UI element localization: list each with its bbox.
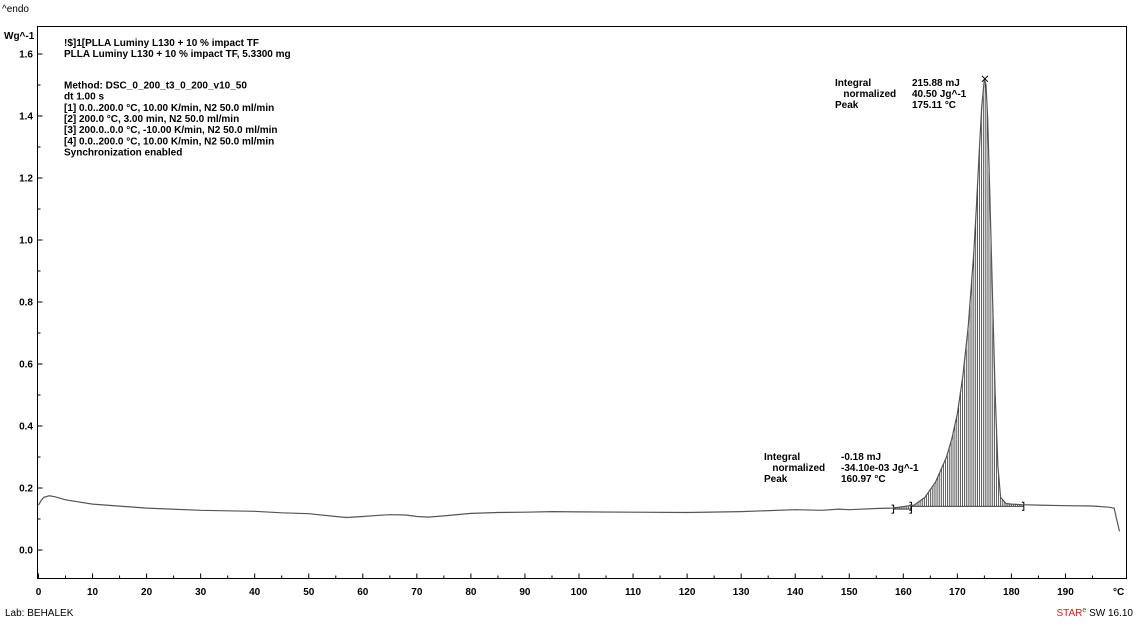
x-tick-label: 120 bbox=[679, 587, 696, 598]
x-tick-label: 90 bbox=[519, 587, 531, 598]
header-line: !$]1[PLLA Luminy L130 + 10 % impact TF bbox=[64, 38, 259, 49]
y-tick-label: 1.6 bbox=[19, 50, 33, 61]
annotation-label: normalized bbox=[764, 463, 825, 474]
y-tick-label: 0.4 bbox=[19, 422, 33, 433]
y-tick-label: 0.6 bbox=[19, 360, 33, 371]
x-ticks: 0 10 20 30 40 50 60 70 80 90 100 110 120 130 140 150 160… bbox=[36, 573, 1093, 598]
x-tick-label: 50 bbox=[303, 587, 315, 598]
annotation-label: Integral bbox=[835, 78, 871, 89]
header-line: Method: DSC_0_200_t3_0_200_v10_50 bbox=[64, 80, 247, 91]
annotation-value: -34.10e-03 Jg^-1 bbox=[841, 463, 919, 474]
x-tick-label: 10 bbox=[87, 587, 99, 598]
x-tick-label: 160 bbox=[895, 587, 912, 598]
x-tick-label: 110 bbox=[625, 587, 642, 598]
y-tick-label: 0.2 bbox=[19, 484, 33, 495]
y-tick-label: 1.4 bbox=[19, 112, 33, 123]
header-line: Synchronization enabled bbox=[64, 148, 182, 159]
y-tick-label: 0.8 bbox=[19, 298, 33, 309]
dsc-curve bbox=[37, 78, 1121, 532]
x-tick-label: 190 bbox=[1057, 587, 1074, 598]
footer-software: STARe SW 16.10 bbox=[1056, 607, 1133, 619]
peak-marker bbox=[981, 75, 989, 83]
header-line: dt 1.00 s bbox=[64, 92, 104, 103]
x-tick-label: 30 bbox=[195, 587, 207, 598]
annotation-main-peak: Integral 215.88 mJ normalized 40.50 Jg^-1 P… bbox=[835, 78, 967, 111]
integral-hatching bbox=[893, 81, 1024, 510]
integral-limit-marker bbox=[1021, 501, 1025, 511]
x-tick-label: 40 bbox=[249, 587, 261, 598]
annotation-value: 215.88 mJ bbox=[912, 78, 960, 89]
integral-limit-marker bbox=[891, 504, 895, 514]
x-axis-unit: °C bbox=[1113, 587, 1124, 598]
x-tick-label: 180 bbox=[1003, 587, 1020, 598]
annotation-value: 160.97 °C bbox=[841, 474, 886, 485]
x-tick-label: 100 bbox=[571, 587, 588, 598]
x-tick-label: 170 bbox=[949, 587, 966, 598]
y-axis-label: Wg^-1 bbox=[4, 31, 35, 42]
y-ticks: 0.0 0.2 0.4 0.6 0.8 1.0 1.2 1.4 1.6 bbox=[19, 50, 43, 557]
header-line: [2] 200.0 °C, 3.00 min, N2 50.0 ml/min bbox=[64, 114, 239, 125]
method-header: !$]1[PLLA Luminy L130 + 10 % impact TFPL… bbox=[64, 38, 291, 159]
annotation-value: 40.50 Jg^-1 bbox=[912, 89, 967, 100]
y-tick-label: 1.2 bbox=[19, 174, 33, 185]
peak-x-mark bbox=[981, 75, 989, 83]
header-line: [3] 200.0..0.0 °C, -10.00 K/min, N2 50.0… bbox=[64, 125, 278, 136]
x-tick-label: 130 bbox=[733, 587, 750, 598]
annotation-value: -0.18 mJ bbox=[841, 452, 881, 463]
x-tick-label: 80 bbox=[465, 587, 477, 598]
x-tick-label: 0 bbox=[36, 587, 42, 598]
endo-label: ^endo bbox=[2, 4, 29, 15]
header-line: PLLA Luminy L130 + 10 % impact TF, 5.330… bbox=[64, 49, 291, 60]
x-tick-label: 150 bbox=[841, 587, 858, 598]
header-line: [1] 0.0..200.0 °C, 10.00 K/min, N2 50.0 … bbox=[64, 103, 274, 114]
annotation-label: Integral bbox=[764, 452, 800, 463]
annotation-value: 175.11 °C bbox=[912, 100, 956, 111]
y-tick-label: 1.0 bbox=[19, 236, 33, 247]
header-line: [4] 0.0..200.0 °C, 10.00 K/min, N2 50.0 … bbox=[64, 136, 274, 147]
x-tick-label: 20 bbox=[141, 587, 153, 598]
annotation-label: Peak bbox=[764, 474, 788, 485]
annotation-label: Peak bbox=[835, 100, 859, 111]
annotation-small-peak: Integral -0.18 mJ normalized -34.10e-03 Jg… bbox=[764, 452, 919, 485]
x-tick-label: 60 bbox=[357, 587, 369, 598]
footer-lab: Lab: BEHALEK bbox=[5, 608, 74, 619]
annotation-label: normalized bbox=[835, 89, 896, 100]
x-tick-label: 70 bbox=[411, 587, 423, 598]
x-tick-label: 140 bbox=[787, 587, 804, 598]
y-tick-label: 0.0 bbox=[19, 546, 33, 557]
